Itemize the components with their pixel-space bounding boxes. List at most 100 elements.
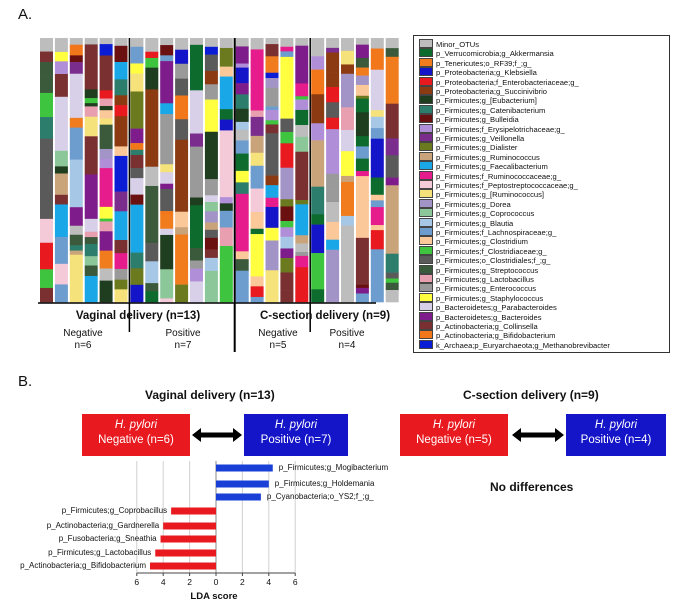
stacked-segment: [219, 66, 233, 77]
stacked-segment: [190, 197, 203, 206]
legend-item: p_Firmicutes;o_Clostridiales;f_;g_: [419, 255, 550, 265]
stacked-segment: [84, 237, 98, 245]
stacked-segment: [250, 228, 264, 235]
stacked-segment: [69, 127, 83, 160]
stacked-segment: [355, 202, 369, 239]
legend-label: p_Proteobacteria;g_Succinivibrio: [436, 87, 548, 96]
legend-item: p_Firmicutes;g_[Ruminococcus]: [419, 189, 544, 199]
stacked-segment: [385, 185, 399, 255]
legend-label: p_Bacteroidetes;g_Bacteroides: [436, 312, 542, 322]
stacked-segment: [145, 89, 159, 168]
stacked-segment: [219, 76, 233, 110]
legend-swatch: [419, 123, 433, 133]
legend-item: Minor_OTUs: [419, 39, 479, 49]
stacked-segment: [130, 178, 144, 195]
lda-bar-label: p_Firmicutes;g_Coprobacillus: [61, 506, 168, 515]
legend-label: p_Firmicutes;f_Erysipelotrichaceae;g_: [436, 124, 565, 134]
stacked-segment: [54, 96, 68, 152]
stacked-segment: [69, 225, 83, 230]
stacked-segment: [250, 116, 264, 131]
stacked-segment: [69, 38, 83, 45]
legend-swatch: [419, 245, 433, 255]
stacked-segment: [204, 54, 218, 72]
stacked-segment: [311, 289, 325, 303]
legend-swatch: [419, 39, 433, 48]
stacked-segment: [385, 121, 399, 139]
stacked-segment: [130, 38, 144, 48]
stacked-segment: [160, 113, 174, 165]
stacked-segment: [84, 174, 98, 220]
legend-label: p_Firmicutes;g_Dialister: [436, 143, 518, 153]
stacked-segment: [69, 73, 83, 119]
stacked-segment: [219, 119, 233, 131]
stacked-segment: [84, 44, 98, 90]
stacked-segment: [341, 181, 354, 217]
stacked-segment: [160, 103, 174, 115]
stacked-segment: [99, 55, 113, 91]
legend-swatch: [419, 302, 433, 312]
stacked-segment: [84, 275, 98, 303]
stacked-segment: [295, 204, 309, 236]
stacked-segment: [84, 38, 98, 45]
csection-negative-box: H. pylori Negative (n=5): [400, 414, 508, 456]
stacked-segment: [99, 98, 113, 107]
stacked-segment: [130, 63, 144, 74]
legend-swatch: [419, 264, 433, 274]
stacked-segment: [204, 201, 218, 212]
legend-item: p_Firmicutes;g_Veillonella: [419, 133, 524, 143]
legend-label: p_Firmicutes;f_Lachnospiraceae;g_: [436, 228, 557, 237]
legend-label: p_Firmicutes;g_[Eubacterium]: [436, 96, 537, 106]
lda-chart: 6 4 2 0 2 4 6 LDA score: [134, 461, 298, 601]
stacked-segment: [114, 105, 128, 117]
legend-item: p_Bacteroidetes;g_Parabacteroides: [419, 302, 557, 312]
legend-item: p_Firmicutes;g_Clostridium: [419, 236, 528, 246]
stacked-segment: [84, 256, 98, 266]
stacked-segment: [280, 290, 294, 303]
stacked-segment: [311, 253, 325, 290]
stacked-segment: [385, 170, 399, 178]
stacked-segment: [250, 152, 264, 167]
stacked-segment: [130, 284, 144, 303]
stacked-segment: [235, 63, 249, 68]
stacked-segment: [130, 91, 144, 129]
stacked-segment: [280, 143, 294, 169]
stacked-segment: [190, 90, 203, 134]
stacked-segment: [311, 224, 325, 254]
stacked-segment: [219, 47, 233, 67]
vaginal-positive-label: Positive: [165, 328, 201, 339]
stacked-segment: [99, 110, 113, 119]
stacked-segment: [295, 99, 309, 111]
stacked-segment: [250, 49, 264, 111]
stacked-segment: [145, 67, 159, 90]
stacked-segment: [326, 87, 340, 103]
stacked-segment: [250, 276, 264, 287]
stacked-segment: [190, 281, 203, 291]
stacked-segment: [190, 260, 203, 269]
legend-item: p_Proteobacteria;g_Succinivibrio: [419, 86, 547, 96]
stacked-segment: [160, 298, 174, 303]
legend-swatch: [419, 274, 433, 283]
stacked-segment: [114, 191, 128, 212]
stacked-segment: [175, 95, 189, 120]
stacked-segment: [265, 185, 279, 199]
stacked-segment: [204, 249, 218, 259]
stacked-segment: [219, 197, 233, 204]
stacked-segment: [99, 90, 113, 99]
csection-double-arrow-icon: [512, 428, 564, 442]
stacked-segment: [370, 138, 384, 178]
stacked-segment: [295, 251, 309, 257]
stacked-segment: [280, 206, 294, 222]
legend-label: p_Firmicutes;g_Staphylococcus: [436, 293, 544, 303]
legend-swatch: [419, 133, 433, 142]
legend-label: p_Tenericutes;o_RF39;f_;g_: [436, 58, 532, 68]
stacked-segment: [295, 151, 309, 201]
legend-swatch: [419, 170, 433, 180]
stacked-segment: [280, 51, 294, 58]
stacked-segment: [145, 243, 159, 262]
stacked-segment: [84, 106, 98, 118]
legend-item: p_Firmicutes;g_Enterococcus: [419, 283, 536, 293]
stacked-segment: [280, 258, 294, 273]
stacked-segment: [295, 38, 309, 46]
stacked-segment: [326, 38, 340, 49]
stacked-segment: [280, 221, 294, 228]
